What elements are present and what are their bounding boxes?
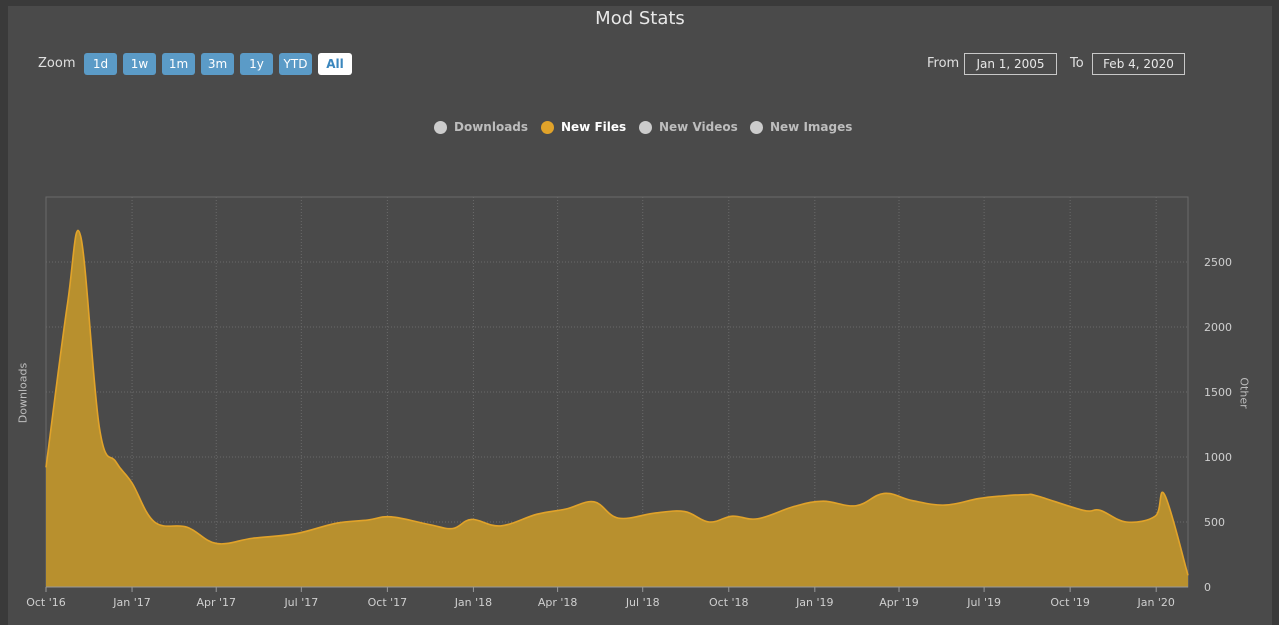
to-date-input[interactable]: Feb 4, 2020 (1092, 53, 1185, 75)
chart-title: Mod Stats (595, 8, 685, 29)
x-tick-label: Apr '17 (196, 596, 236, 609)
zoom-all-button[interactable]: All (318, 53, 352, 75)
series-area-new-files (46, 230, 1188, 587)
legend-marker-downloads (434, 121, 447, 134)
legend-label-new-images: New Images (770, 120, 853, 134)
x-tick-label: Oct '17 (368, 596, 408, 609)
series-line-new-files (45, 229, 1189, 576)
x-tick-label: Oct '18 (709, 596, 749, 609)
legend-label-downloads: Downloads (454, 120, 529, 134)
x-tick-label: Oct '19 (1050, 596, 1090, 609)
x-tick-label: Oct '16 (26, 596, 66, 609)
zoom-ytd-button[interactable]: YTD (279, 53, 312, 75)
y-tick-label: 2500 (1204, 256, 1232, 269)
y-tick-label: 1500 (1204, 386, 1232, 399)
zoom-label: Zoom (38, 56, 76, 71)
legend-marker-new-images (750, 121, 763, 134)
y-tick-label: 0 (1204, 581, 1211, 594)
from-label: From (927, 56, 960, 71)
y-tick-label: 1000 (1204, 451, 1232, 464)
legend-label-new-files: New Files (561, 120, 627, 134)
x-tick-label: Apr '19 (879, 596, 919, 609)
to-label: To (1070, 56, 1084, 71)
x-tick-label: Apr '18 (538, 596, 578, 609)
x-tick-label: Jul '18 (625, 596, 660, 609)
from-date-input[interactable]: Jan 1, 2005 (964, 53, 1057, 75)
x-tick-label: Jan '18 (454, 596, 492, 609)
x-tick-label: Jan '17 (112, 596, 150, 609)
zoom-1w-button[interactable]: 1w (123, 53, 156, 75)
zoom-1d-button[interactable]: 1d (84, 53, 117, 75)
legend-marker-new-files (541, 121, 554, 134)
x-tick-label: Jan '19 (795, 596, 833, 609)
legend-marker-new-videos (639, 121, 652, 134)
y-tick-label: 2000 (1204, 321, 1232, 334)
x-tick-label: Jul '19 (966, 596, 1001, 609)
zoom-1m-button[interactable]: 1m (162, 53, 195, 75)
legend-label-new-videos: New Videos (659, 120, 738, 134)
y-tick-label: 500 (1204, 516, 1225, 529)
x-tick-label: Jul '17 (283, 596, 318, 609)
zoom-1y-button[interactable]: 1y (240, 53, 273, 75)
x-tick-label: Jan '20 (1136, 596, 1174, 609)
zoom-3m-button[interactable]: 3m (201, 53, 234, 75)
